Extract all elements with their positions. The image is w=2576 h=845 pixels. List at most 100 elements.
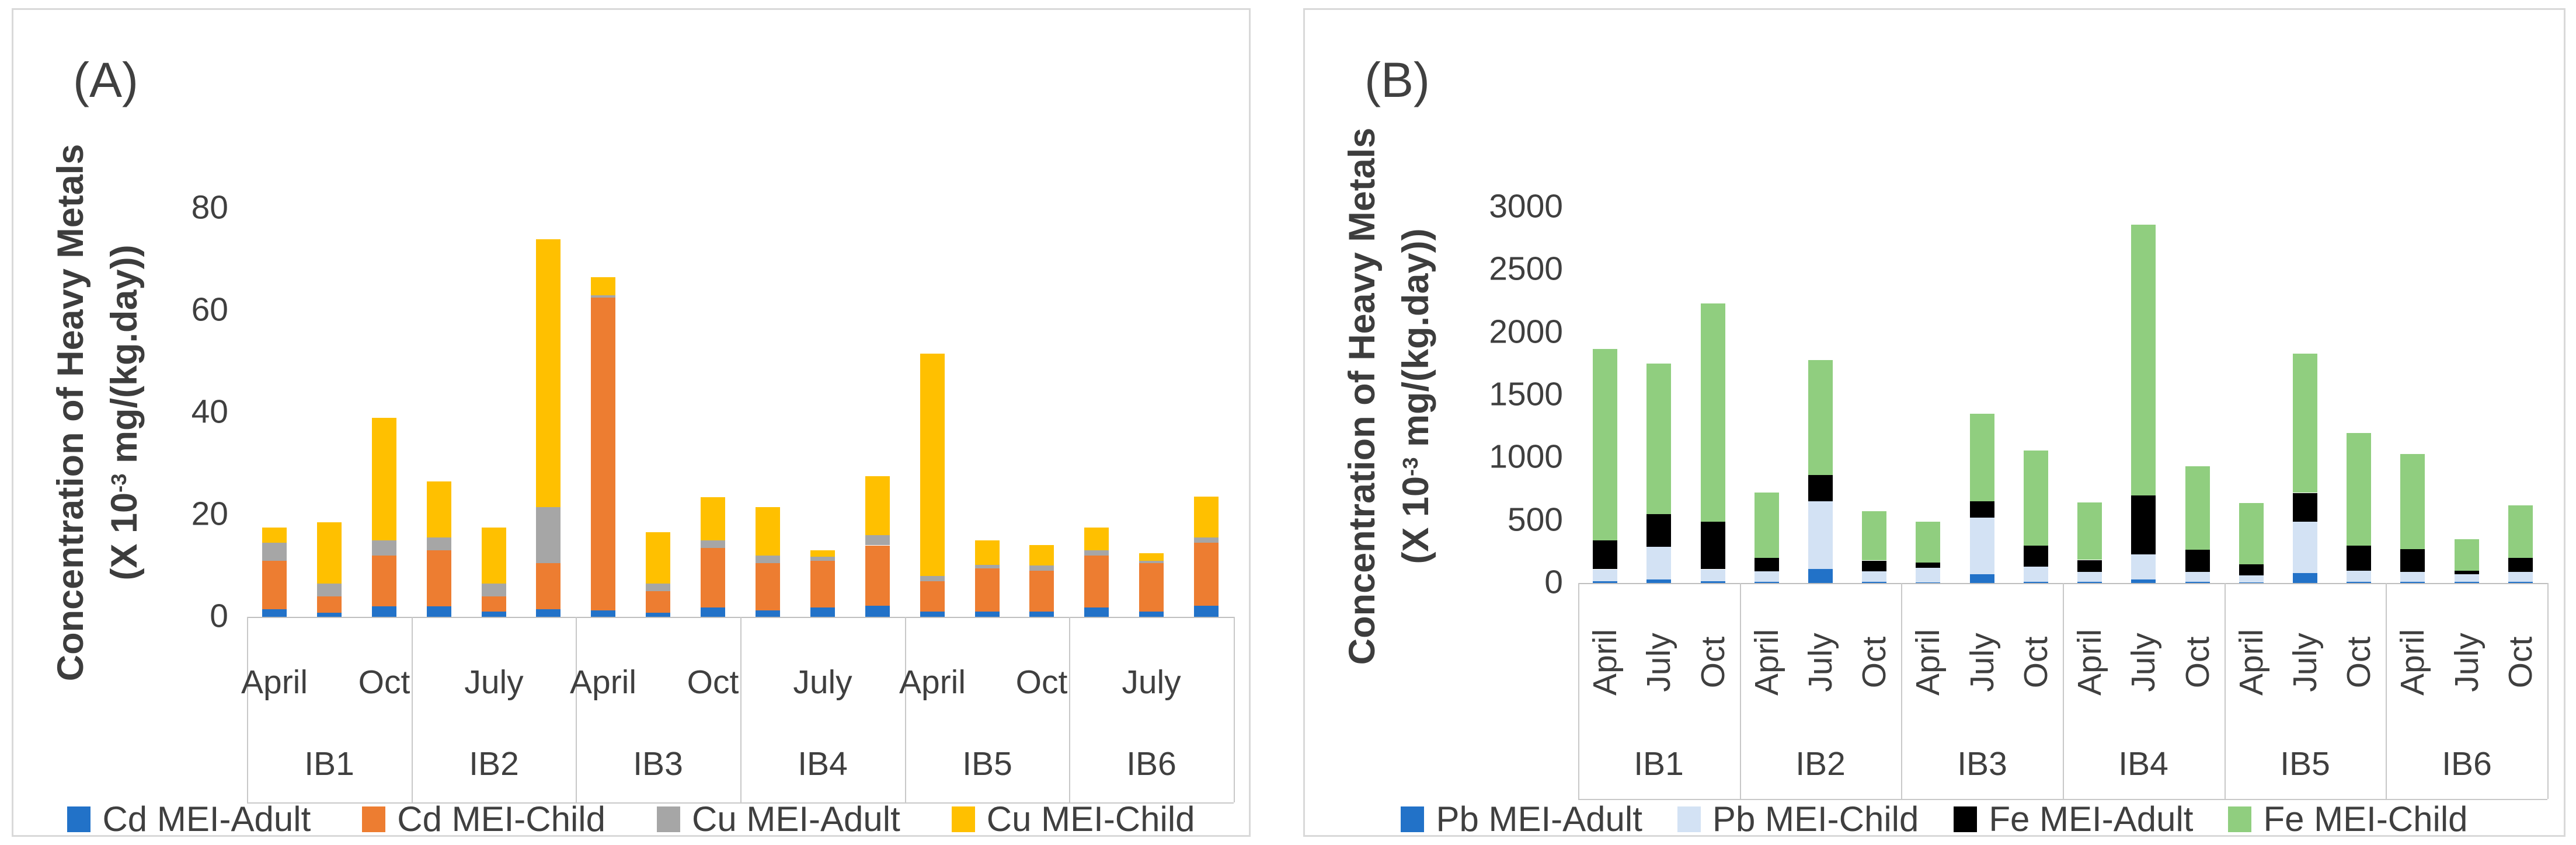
bar-ib5-oct-fe-mei-child <box>2347 433 2371 546</box>
bar-ib5-oct-pb-mei-adult <box>2347 582 2371 583</box>
bar-ib6-july-fe-mei-child <box>2455 539 2479 571</box>
bar-ib5-april-cu-mei-adult <box>920 576 945 581</box>
bar-ib1-july-fe-mei-child <box>1646 364 1671 514</box>
plot-area-a <box>247 208 1234 617</box>
bar-ib1-april-cu-mei-adult <box>262 543 287 561</box>
bar-ib5-oct-fe-mei-adult <box>2347 546 2371 571</box>
bar-ib3-april-cd-mei-child <box>591 298 615 610</box>
bar-ib1-april-fe-mei-child <box>1593 349 1617 540</box>
bar-ib4-july-fe-mei-child <box>2131 225 2156 495</box>
category-bottom-line <box>1578 799 2547 800</box>
category-bottom-line <box>247 802 1234 804</box>
bar-ib2-april-cd-mei-adult <box>427 606 451 617</box>
bar-ib5-april-cd-mei-adult <box>920 612 945 617</box>
category-separator <box>2063 583 2064 799</box>
legend-label-cd-mei-child: Cd MEI-Child <box>397 799 605 839</box>
bar-ib3-oct-pb-mei-child <box>2024 567 2048 582</box>
bar-ib5-july-cd-mei-adult <box>975 612 1000 617</box>
month-label-ib1-april-0: April <box>1586 628 1624 696</box>
bar-ib4-april-cd-mei-adult <box>756 610 780 617</box>
bar-ib3-april-cd-mei-adult <box>591 610 615 617</box>
bar-ib1-july-cu-mei-child <box>317 522 342 584</box>
month-label-ib4-april-9: April <box>2071 628 2108 696</box>
bar-ib3-oct-cu-mei-adult <box>701 540 725 548</box>
bar-ib6-july-cu-mei-adult <box>1139 561 1164 563</box>
bar-ib6-april-pb-mei-child <box>2400 572 2425 582</box>
legend-label-cu-mei-adult: Cu MEI-Adult <box>692 799 900 839</box>
month-label-ib2-oct-5: Oct <box>1856 636 1893 689</box>
bar-ib5-july-cu-mei-adult <box>975 565 1000 568</box>
bar-ib2-oct-pb-mei-child <box>1862 571 1886 582</box>
bar-ib6-oct-cd-mei-adult <box>1194 606 1219 617</box>
y-tick-2000: 2000 <box>1489 313 1563 351</box>
bar-ib3-oct-pb-mei-adult <box>2024 582 2048 583</box>
bar-ib6-oct-cu-mei-adult <box>1194 537 1219 543</box>
bar-ib5-oct-pb-mei-child <box>2347 571 2371 582</box>
bar-ib4-april-pb-mei-adult <box>2077 582 2102 583</box>
panel-a-label: (A) <box>73 53 138 107</box>
bar-ib1-oct-cd-mei-adult <box>372 606 396 617</box>
legend-label-pb-mei-child: Pb MEI-Child <box>1712 799 1919 839</box>
bar-ib2-oct-fe-mei-adult <box>1862 561 1886 571</box>
category-separator <box>247 617 248 802</box>
bar-ib6-april-pb-mei-adult <box>2400 582 2425 583</box>
bar-ib4-april-cu-mei-adult <box>756 556 780 563</box>
bar-ib2-july-fe-mei-adult <box>1808 475 1833 501</box>
bar-ib6-oct-fe-mei-adult <box>2508 558 2533 572</box>
bar-ib5-april-fe-mei-child <box>2239 503 2264 564</box>
bar-ib5-july-cd-mei-child <box>975 568 1000 612</box>
category-separator <box>2386 583 2387 799</box>
bar-ib5-april-pb-mei-child <box>2239 575 2264 582</box>
bar-ib4-oct-pb-mei-child <box>2185 572 2210 582</box>
category-separator <box>576 617 577 802</box>
bar-ib5-oct-cd-mei-adult <box>1029 612 1054 617</box>
group-label-ib1: IB1 <box>1634 745 1684 783</box>
month-label-ib5-april-12: April <box>2233 628 2270 696</box>
bar-ib2-oct-fe-mei-child <box>1862 511 1886 560</box>
legend-b: Pb MEI-Adult Pb MEI-Child Fe MEI-Adult Fe M… <box>1305 799 2564 839</box>
category-separator <box>905 617 906 802</box>
bar-ib3-oct-fe-mei-adult <box>2024 546 2048 567</box>
bar-ib2-april-fe-mei-adult <box>1755 558 1779 571</box>
month-label-ib5-april-12: April <box>899 664 966 701</box>
legend-item-pb-mei-adult: Pb MEI-Adult <box>1401 799 1642 839</box>
bar-ib3-july-cu-mei-child <box>646 532 670 584</box>
y-tick-2500: 2500 <box>1489 250 1563 288</box>
bar-ib6-oct-pb-mei-adult <box>2508 582 2533 583</box>
month-label-ib5-oct-14: Oct <box>1015 664 1068 701</box>
bar-ib5-april-cd-mei-child <box>920 581 945 612</box>
legend-swatch-cu-mei-adult <box>657 806 680 832</box>
bar-ib4-april-cd-mei-child <box>756 563 780 610</box>
bar-ib6-april-fe-mei-child <box>2400 454 2425 549</box>
bar-ib5-april-fe-mei-adult <box>2239 564 2264 575</box>
group-label-ib5: IB5 <box>2280 745 2330 783</box>
bar-ib2-april-cd-mei-child <box>427 550 451 606</box>
legend-label-cu-mei-child: Cu MEI-Child <box>986 799 1195 839</box>
bar-ib4-july-cu-mei-child <box>810 550 835 557</box>
bar-ib3-july-cu-mei-adult <box>646 584 670 591</box>
legend-label-pb-mei-adult: Pb MEI-Adult <box>1436 799 1642 839</box>
bar-ib6-april-cd-mei-adult <box>1084 607 1109 617</box>
group-label-ib3: IB3 <box>1957 745 2007 783</box>
bar-ib1-oct-cu-mei-child <box>372 418 396 540</box>
bar-ib4-april-cu-mei-child <box>756 507 780 556</box>
month-label-ib2-july-4: July <box>464 664 524 701</box>
bar-ib3-april-cu-mei-adult <box>591 295 615 298</box>
bar-ib2-july-cu-mei-child <box>482 528 506 584</box>
bar-ib6-july-fe-mei-adult <box>2455 571 2479 574</box>
plot-area-b <box>1578 207 2547 583</box>
bar-ib1-oct-cd-mei-child <box>372 555 396 606</box>
y-tick-1000: 1000 <box>1489 438 1563 476</box>
bar-ib1-oct-fe-mei-adult <box>1701 521 1725 569</box>
category-separator <box>2225 583 2226 799</box>
bar-ib5-july-fe-mei-child <box>2293 354 2317 493</box>
y-tick-3000: 3000 <box>1489 187 1563 225</box>
y-axis-unit-exponent: -3 <box>106 473 131 493</box>
y-tick-500: 500 <box>1507 501 1563 539</box>
bar-ib4-april-pb-mei-child <box>2077 572 2102 582</box>
month-label-ib4-july-10: July <box>793 664 852 701</box>
bar-ib1-april-fe-mei-adult <box>1593 540 1617 569</box>
bar-ib4-april-fe-mei-adult <box>2077 560 2102 572</box>
bar-ib3-july-fe-mei-child <box>1970 414 1994 501</box>
legend-item-cu-mei-child: Cu MEI-Child <box>951 799 1195 839</box>
